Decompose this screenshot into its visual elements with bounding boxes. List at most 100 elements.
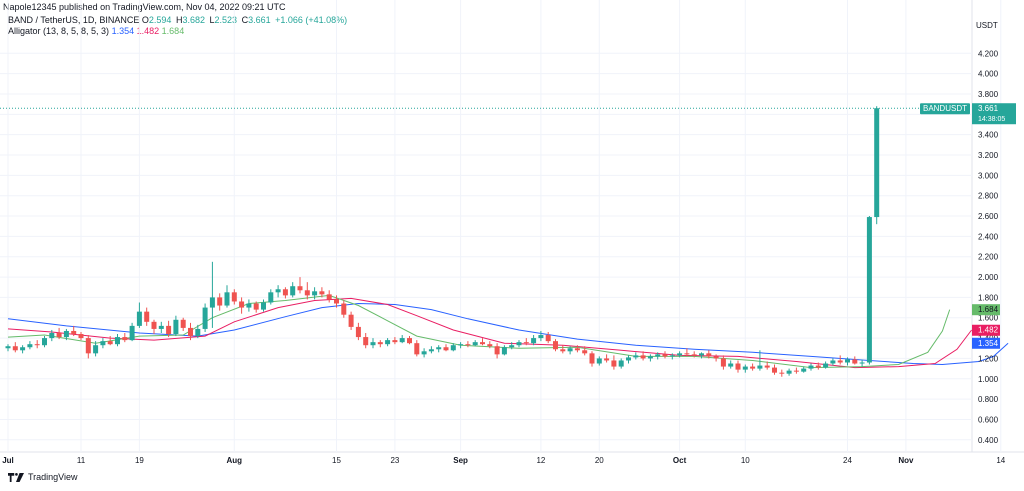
candle-body bbox=[793, 370, 799, 372]
candle-body bbox=[202, 307, 208, 329]
time-tick-label: 14 bbox=[996, 456, 1005, 465]
candle bbox=[399, 335, 405, 344]
candle bbox=[589, 351, 595, 367]
tradingview-brand: TradingView bbox=[28, 472, 78, 482]
candle-body bbox=[618, 360, 624, 367]
candle bbox=[275, 285, 281, 298]
candle-body bbox=[370, 342, 376, 346]
chart-grid bbox=[0, 0, 1024, 453]
candle-body bbox=[815, 365, 821, 368]
candle bbox=[115, 334, 120, 347]
candle bbox=[129, 322, 135, 342]
candle-body bbox=[421, 351, 427, 355]
symbol-tag-label: BANDUSDT bbox=[923, 104, 967, 113]
candle bbox=[852, 356, 858, 365]
candle bbox=[100, 338, 106, 349]
candle bbox=[42, 336, 47, 348]
candle bbox=[574, 345, 580, 353]
price-tick-label: 2.400 bbox=[978, 232, 999, 241]
tradingview-footer[interactable]: TradingView bbox=[8, 472, 78, 482]
candle-body bbox=[144, 311, 150, 322]
price-tick-label: 4.000 bbox=[978, 70, 999, 79]
candle bbox=[63, 328, 69, 341]
candle-body bbox=[582, 350, 588, 354]
candle bbox=[392, 337, 398, 345]
candle bbox=[633, 352, 639, 360]
candle bbox=[136, 302, 142, 328]
candle-body bbox=[253, 303, 259, 310]
candle bbox=[458, 342, 464, 349]
price-tick-label: 0.400 bbox=[978, 436, 999, 445]
candle bbox=[107, 336, 113, 346]
candle-body bbox=[326, 294, 332, 300]
candle bbox=[209, 261, 215, 328]
published-by-line: Napole12345 published on TradingView.com… bbox=[3, 2, 286, 12]
candle bbox=[85, 335, 91, 359]
candle bbox=[553, 339, 558, 352]
time-tick-label: 19 bbox=[135, 456, 144, 465]
candle bbox=[604, 354, 610, 363]
time-tick-label: Sep bbox=[453, 456, 468, 465]
candle-body bbox=[107, 341, 113, 345]
candle bbox=[655, 352, 661, 360]
candle bbox=[20, 345, 26, 354]
candle-body bbox=[465, 344, 471, 346]
candle bbox=[567, 346, 573, 355]
candle-body bbox=[735, 363, 741, 370]
alligator-jaw-line bbox=[7, 302, 1009, 366]
candle bbox=[407, 336, 412, 345]
candle-body bbox=[166, 325, 172, 335]
candle-body bbox=[217, 297, 223, 306]
candle bbox=[735, 360, 741, 373]
candle-body bbox=[100, 341, 106, 346]
candle-body bbox=[49, 333, 55, 339]
alligator-legend-row[interactable]: Alligator (13, 8, 5, 8, 5, 3) 1.354 1.48… bbox=[8, 26, 347, 37]
symbol-price-tag bbox=[920, 103, 970, 115]
candle-body bbox=[845, 359, 850, 363]
candle-body bbox=[859, 362, 865, 364]
candle-body bbox=[334, 299, 339, 304]
candle bbox=[647, 354, 653, 362]
candle-body bbox=[297, 286, 303, 291]
candle-body bbox=[173, 319, 179, 335]
time-tick-label: 11 bbox=[77, 456, 86, 465]
candle-body bbox=[428, 349, 434, 352]
candle bbox=[173, 315, 179, 337]
candle-body bbox=[691, 354, 697, 356]
price-tick-label: 1.800 bbox=[978, 293, 999, 302]
alligator-lips-tag bbox=[972, 304, 1000, 316]
price-tick-label: 3.000 bbox=[978, 171, 999, 180]
candle-body bbox=[115, 337, 120, 345]
alligator-lips-tag-value: 1.684 bbox=[978, 305, 999, 314]
candle bbox=[706, 350, 712, 359]
alligator-jaw-tag-value: 1.354 bbox=[978, 339, 999, 348]
candle bbox=[866, 216, 872, 365]
candle bbox=[385, 338, 391, 347]
candle bbox=[377, 340, 383, 348]
candle-body bbox=[195, 328, 201, 337]
change-value: +1.066 (+41.08%) bbox=[275, 15, 348, 25]
candle bbox=[363, 333, 369, 349]
candle-body bbox=[304, 290, 310, 296]
candle-body bbox=[509, 345, 515, 348]
alligator-teeth-tag bbox=[972, 324, 1000, 336]
candle-body bbox=[122, 337, 128, 341]
candle-body bbox=[458, 344, 464, 346]
candle-body bbox=[545, 335, 551, 342]
candle-body bbox=[27, 344, 33, 348]
candle-body bbox=[34, 344, 40, 346]
candle-body bbox=[63, 330, 69, 338]
candle bbox=[27, 341, 33, 350]
candle-body bbox=[377, 342, 383, 345]
symbol-legend-row[interactable]: BAND / TetherUS, 1D, BINANCE O2.594 H3.6… bbox=[8, 15, 348, 25]
candle-body bbox=[677, 353, 683, 356]
alligator-teeth-tag-value: 1.482 bbox=[978, 326, 999, 335]
candle-body bbox=[574, 348, 580, 351]
time-tick-label: 20 bbox=[595, 456, 604, 465]
candle-body bbox=[151, 321, 157, 329]
price-tick-label: 2.000 bbox=[978, 273, 999, 282]
candle-body bbox=[450, 345, 456, 351]
candle bbox=[728, 360, 734, 369]
candle bbox=[509, 342, 515, 350]
